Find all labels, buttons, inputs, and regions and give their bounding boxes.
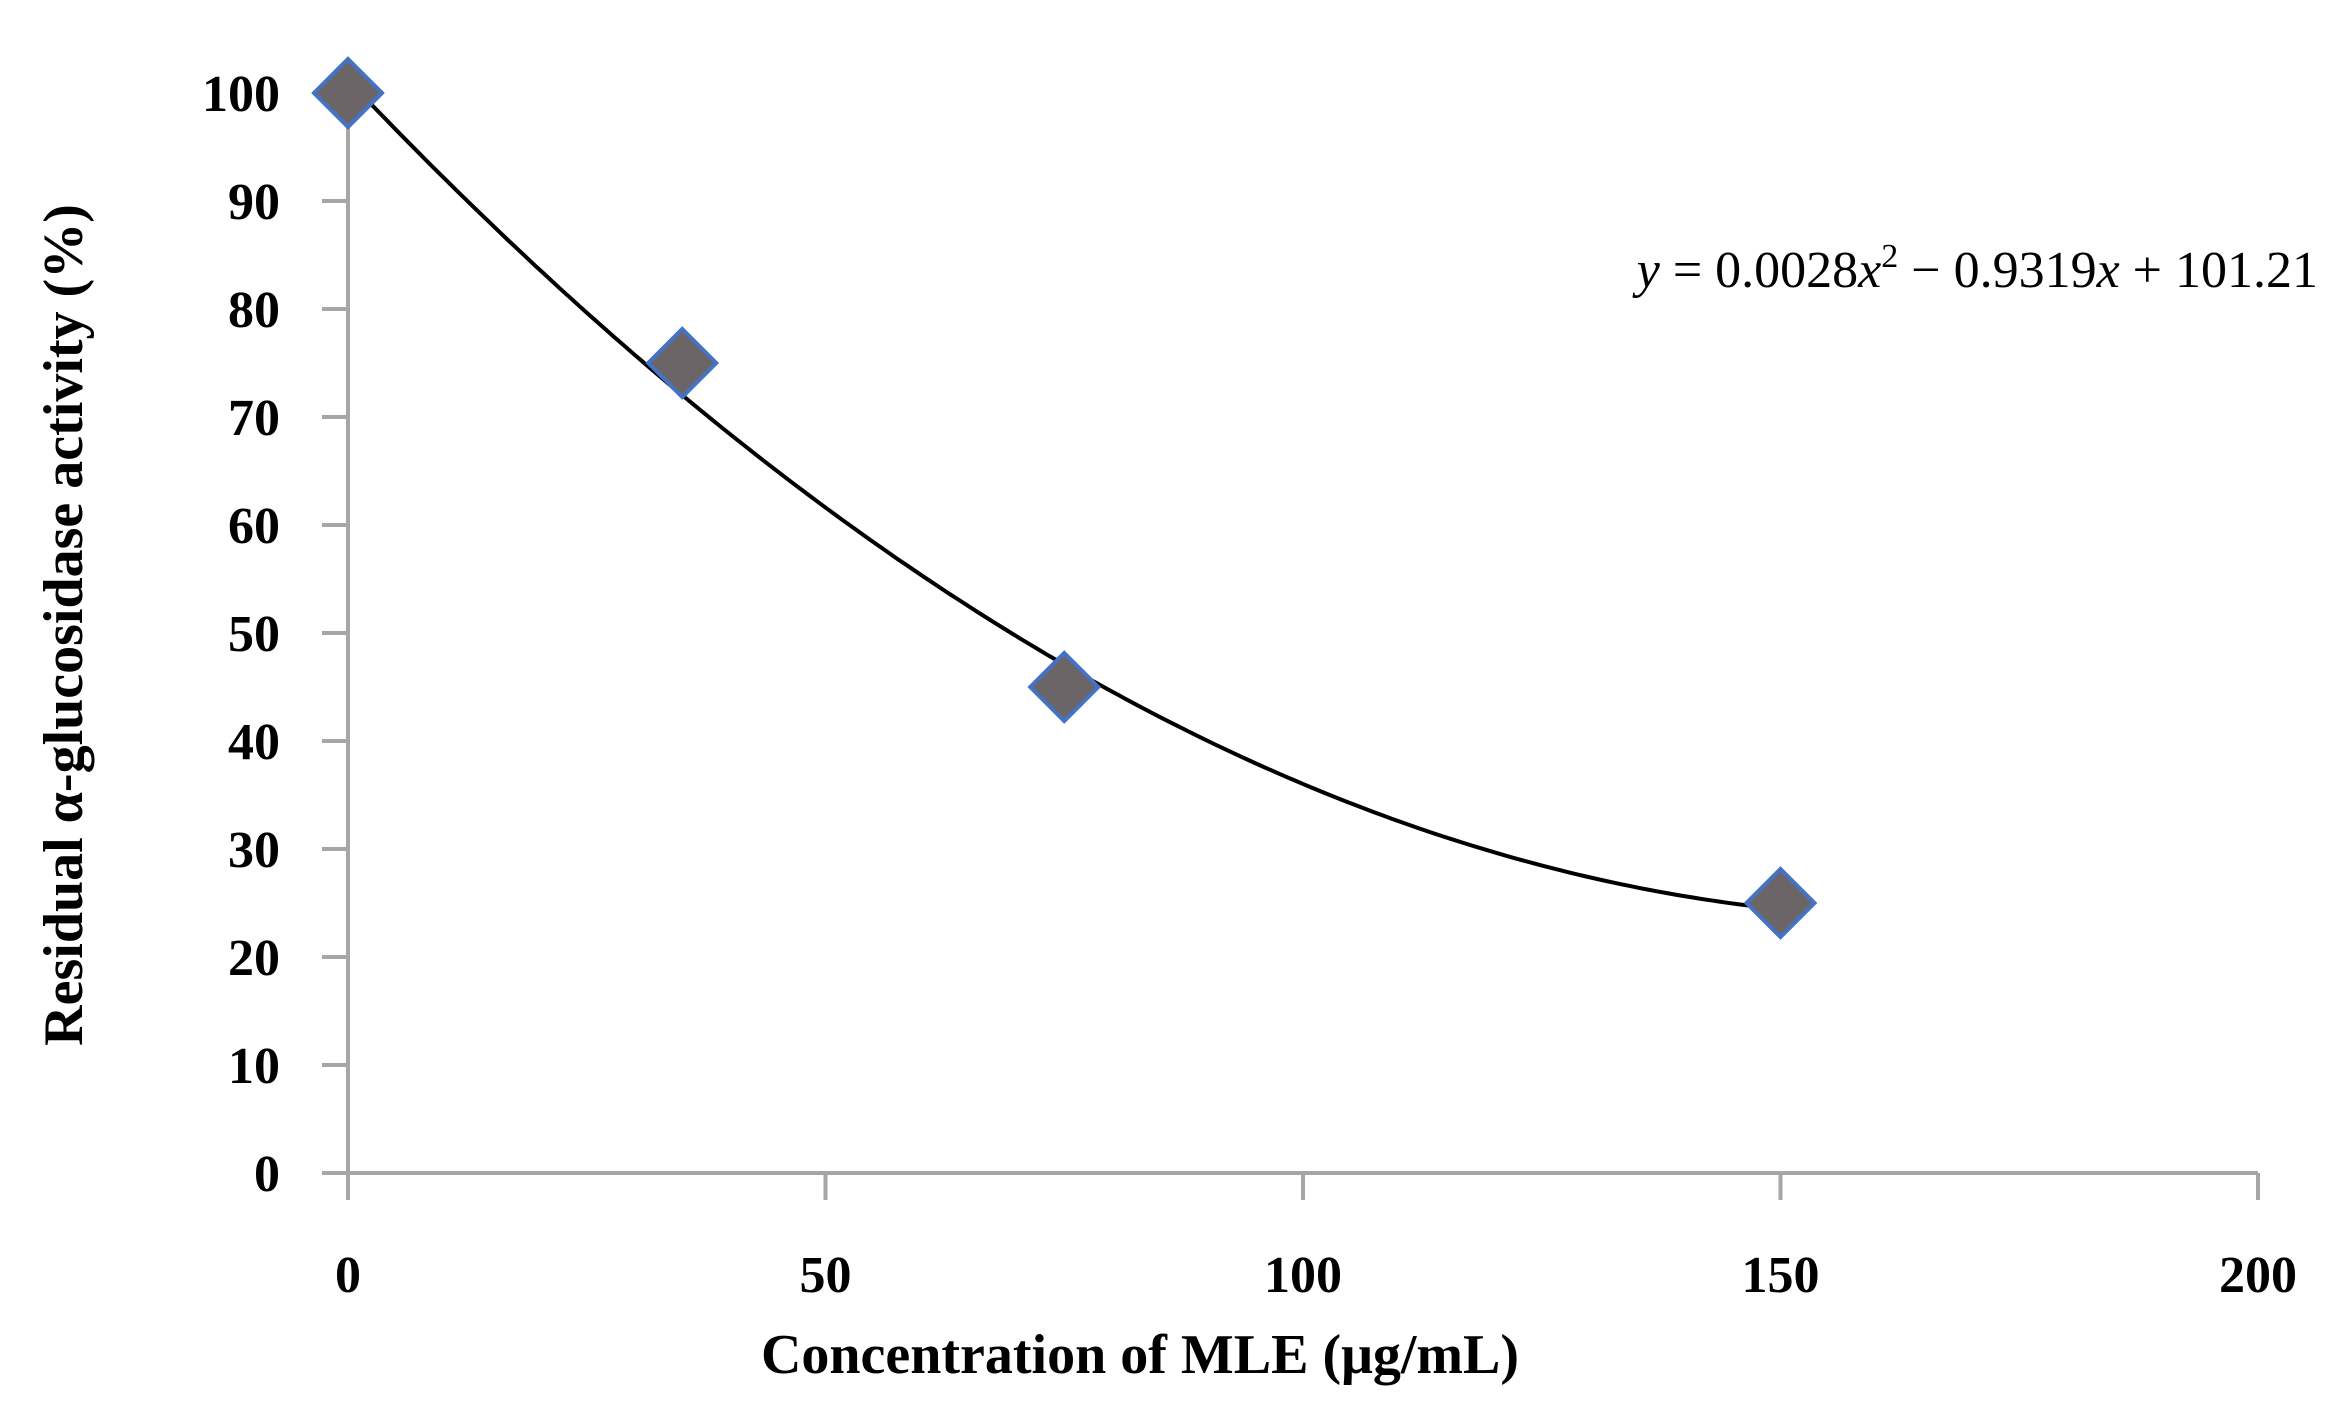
y-tick-label: 0 <box>254 1146 280 1203</box>
data-point <box>645 326 720 400</box>
y-tick-label: 50 <box>228 606 280 663</box>
trendline <box>365 98 1781 912</box>
data-point <box>1743 866 1818 940</box>
y-tick-label: 30 <box>228 822 280 879</box>
data-point <box>1027 650 1102 724</box>
y-tick-label: 40 <box>228 714 280 771</box>
y-tick-label: 60 <box>228 498 280 555</box>
equation-coef-a: = 0.0028 <box>1660 242 1858 299</box>
y-tick-label: 90 <box>228 174 280 231</box>
x-ticks: 0 50 100 150 200 <box>335 1173 2297 1304</box>
data-point <box>311 56 385 130</box>
equation-x: x <box>2096 242 2120 299</box>
equation-y: y <box>1632 242 1661 299</box>
y-tick-label: 80 <box>228 282 280 339</box>
data-points <box>311 56 1818 940</box>
x-tick-label: 200 <box>2219 1247 2297 1304</box>
x-tick-label: 100 <box>1264 1247 1342 1304</box>
y-tick-label: 70 <box>228 390 280 447</box>
x-tick-label: 0 <box>335 1247 361 1304</box>
y-tick-label: 20 <box>228 930 280 987</box>
x-tick-label: 50 <box>800 1247 852 1304</box>
y-tick-label: 10 <box>228 1038 280 1095</box>
y-ticks: 0 10 20 30 40 50 60 70 80 90 100 <box>202 66 348 1203</box>
equation-x-squared: x <box>1857 242 1881 299</box>
y-axis-title: Residual α-glucosidase activity (%) <box>33 204 95 1046</box>
x-axis-title: Concentration of MLE (μg/mL) <box>761 1324 1519 1386</box>
trendline-equation: y = 0.0028x2 − 0.9319x + 101.21 <box>1632 238 2318 299</box>
x-tick-label: 150 <box>1742 1247 1820 1304</box>
equation-coef-c: + 101.21 <box>2120 242 2318 299</box>
equation-exponent: 2 <box>1881 238 1898 275</box>
y-tick-label: 100 <box>202 66 280 123</box>
equation-coef-b: − 0.9319 <box>1898 242 2096 299</box>
